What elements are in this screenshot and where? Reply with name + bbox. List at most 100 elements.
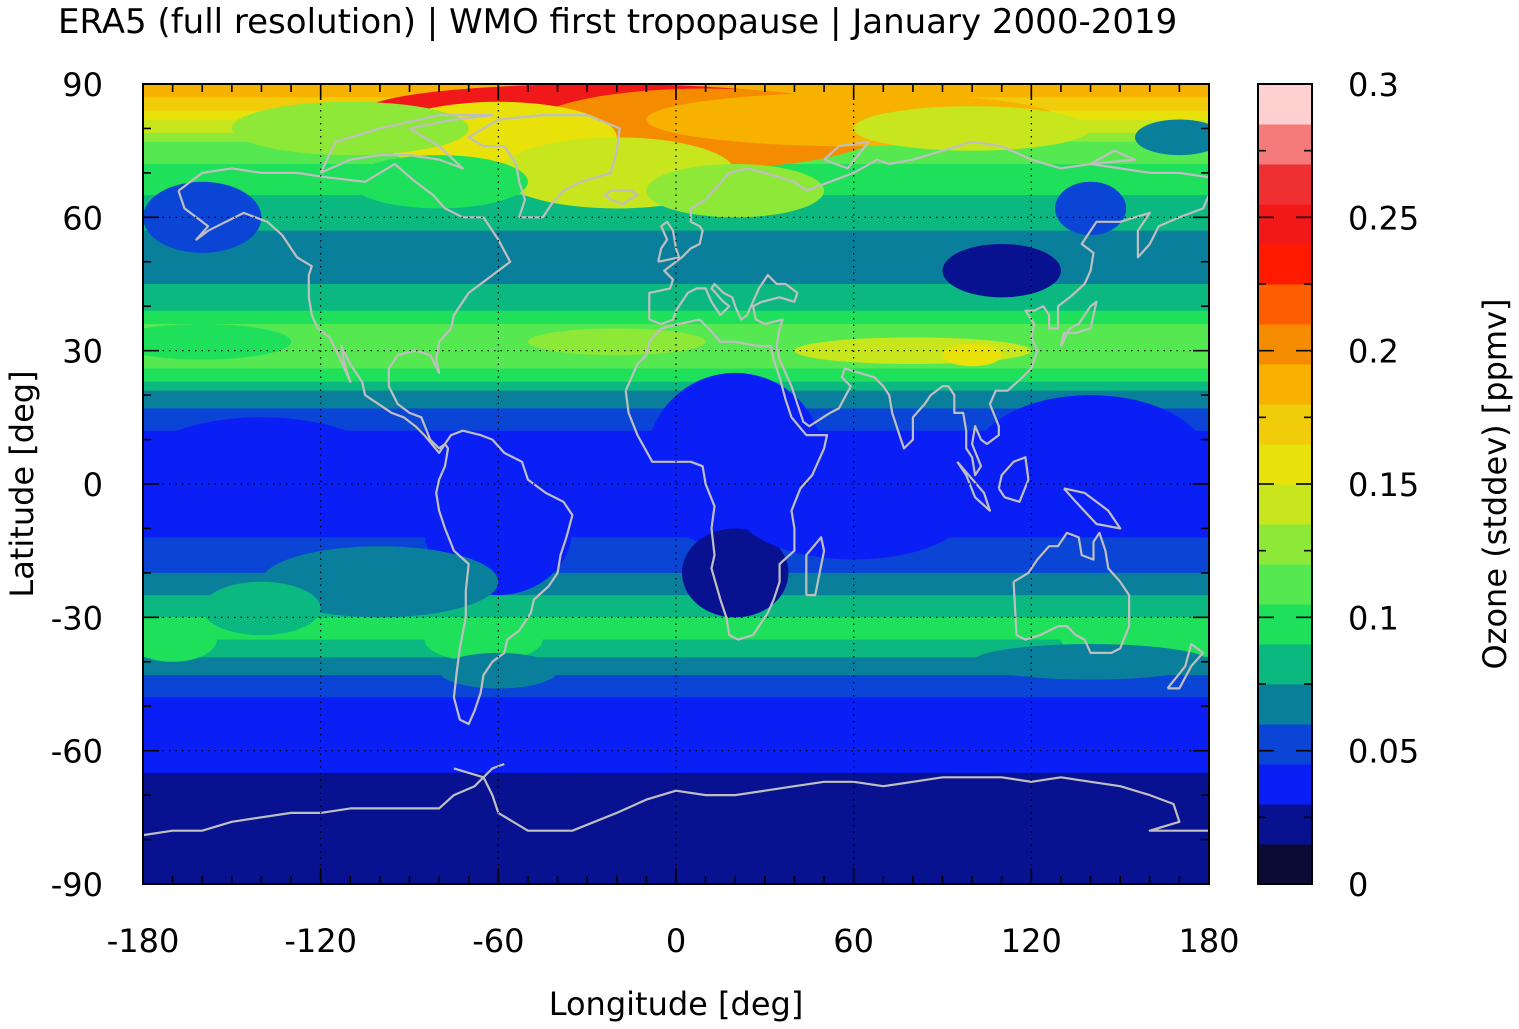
heat-feature (261, 546, 499, 618)
heat-cell (143, 390, 1209, 396)
colorbar-segment (1258, 244, 1312, 285)
y-tick-label: -60 (51, 733, 103, 771)
heat-cell (143, 301, 1209, 307)
heat-cell (143, 546, 1209, 552)
x-axis-label: Longitude [deg] (549, 985, 804, 1023)
colorbar-tick-label: 0.1 (1348, 599, 1399, 637)
heat-cell (143, 319, 1209, 325)
heat-cell (143, 612, 1209, 618)
heat-cell (143, 670, 1209, 676)
colorbar-tick-label: 0.05 (1348, 733, 1419, 771)
heat-cell (143, 626, 1209, 632)
heat-cell (143, 328, 1209, 334)
colorbar-tick-labels: 0.3 0.25 0.2 0.15 0.1 0.05 0 (1348, 66, 1419, 904)
y-tick-label: -30 (51, 599, 103, 637)
plot-area (143, 84, 1209, 884)
coastline-path (467, 114, 621, 219)
colorbar-segment (1258, 284, 1312, 325)
x-tick-labels: -180 -120 -60 0 60 120 180 (107, 922, 1240, 960)
heat-cell (143, 768, 1209, 774)
heat-cell (143, 528, 1209, 534)
colorbar-tick-label: 0 (1348, 866, 1368, 904)
heat-feature (942, 344, 1002, 367)
colorbar-segment (1258, 364, 1312, 405)
x-tick-label: -120 (284, 922, 357, 960)
heat-feature (942, 243, 1061, 298)
colorbar-segment (1258, 84, 1312, 125)
heat-feature (143, 795, 1209, 884)
heat-cell (143, 590, 1209, 596)
grid-lines (143, 84, 1209, 884)
x-tick-label: 0 (666, 922, 686, 960)
heat-cell (143, 275, 1209, 281)
heat-cell (143, 266, 1209, 272)
heat-feature (681, 528, 789, 618)
x-tick-label: 60 (833, 922, 874, 960)
heat-cell (143, 652, 1209, 658)
colorbar-segment (1258, 404, 1312, 445)
colorbar-segment (1258, 764, 1312, 805)
heat-cell (143, 261, 1209, 267)
colorbar-segment (1258, 204, 1312, 245)
y-tick-label: 0 (83, 466, 103, 504)
heat-cell (143, 288, 1209, 294)
heat-feature (1055, 181, 1127, 236)
heat-feature (143, 417, 380, 507)
coastline-path (1063, 487, 1122, 530)
coastline-path (823, 140, 870, 170)
colorbar-tick-label: 0.15 (1348, 466, 1419, 504)
x-tick-label: 120 (1001, 922, 1062, 960)
heat-cell (143, 688, 1209, 694)
coastline-path (1166, 642, 1205, 690)
heat-cell (143, 350, 1209, 356)
heat-cell (143, 630, 1209, 636)
coastline-path (1090, 149, 1137, 166)
heat-cell (143, 541, 1209, 547)
heat-feature (143, 617, 218, 662)
x-tick-label: -60 (472, 922, 524, 960)
heat-cell (143, 586, 1209, 592)
axis-ticks (142, 83, 1210, 885)
chart-title: ERA5 (full resolution) | WMO first tropo… (58, 2, 1177, 42)
coastline-path (143, 762, 505, 837)
coastline-path (648, 140, 1209, 320)
heat-feature (424, 617, 543, 662)
colorbar-tick-label: 0.3 (1348, 66, 1399, 104)
coastline-path (177, 162, 512, 454)
heat-cell (143, 208, 1209, 214)
heatmap-features (143, 84, 1209, 884)
colorbar-tick-label: 0.25 (1348, 199, 1419, 237)
coastline-path (805, 536, 826, 597)
heat-cell (143, 701, 1209, 707)
heat-feature (972, 395, 1209, 529)
coastline-path (453, 767, 1209, 832)
heat-cell (143, 710, 1209, 716)
colorbar-segment (1258, 724, 1312, 765)
heat-cell (143, 781, 1209, 787)
heat-feature (143, 324, 292, 360)
heat-cell (143, 639, 1209, 645)
heat-cell (143, 221, 1209, 227)
heat-feature (794, 746, 1150, 773)
coastlines (143, 114, 1209, 837)
colorbar-tick-label: 0.2 (1348, 333, 1399, 371)
heat-cell (143, 559, 1209, 565)
coastline-path (1059, 300, 1098, 347)
colorbar-segment (1258, 484, 1312, 525)
heat-cell (143, 532, 1209, 538)
heat-cell (143, 666, 1209, 672)
heat-cell (143, 724, 1209, 730)
heat-cell (143, 581, 1209, 587)
colorbar-label: Ozone (stddev) [ppmv] (1476, 298, 1514, 669)
heat-cell (143, 697, 1209, 703)
y-tick-labels: 90 60 30 0 -30 -60 -90 (51, 66, 103, 904)
coastline-path (657, 220, 681, 263)
heat-cell (143, 235, 1209, 241)
heat-cell (143, 217, 1209, 223)
heat-cell (143, 230, 1209, 236)
heat-cell (143, 324, 1209, 330)
coastline-path (624, 318, 829, 641)
heat-cell (143, 386, 1209, 392)
heat-cell (143, 772, 1209, 778)
